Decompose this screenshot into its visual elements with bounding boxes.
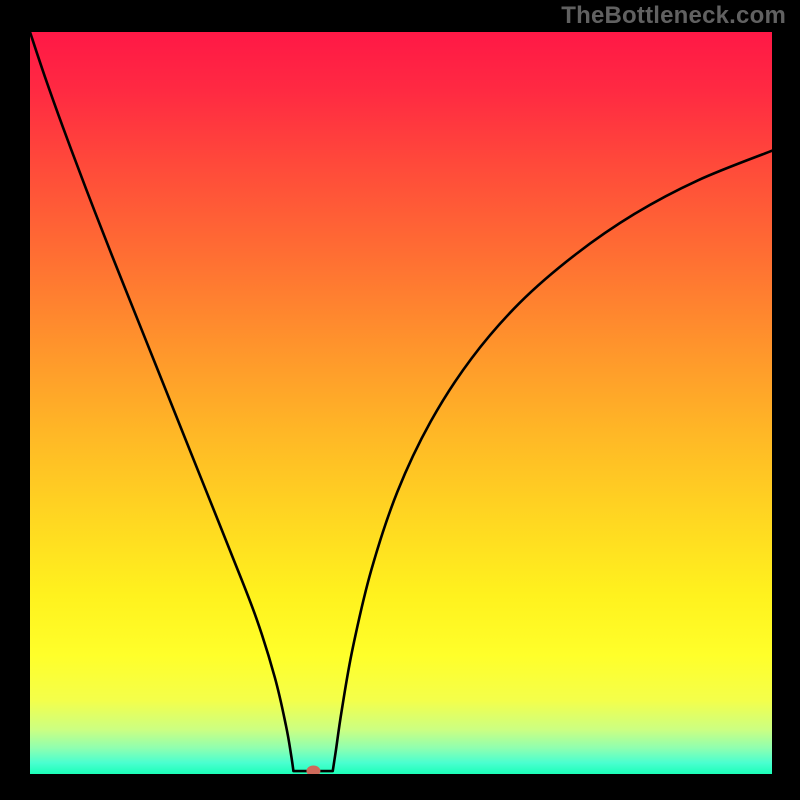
plot-area: [30, 32, 772, 774]
curve-path: [30, 32, 772, 771]
bottleneck-curve: [30, 32, 772, 774]
valley-marker: [306, 766, 320, 774]
watermark-text: TheBottleneck.com: [561, 2, 786, 30]
chart-stage: TheBottleneck.com: [0, 0, 800, 800]
